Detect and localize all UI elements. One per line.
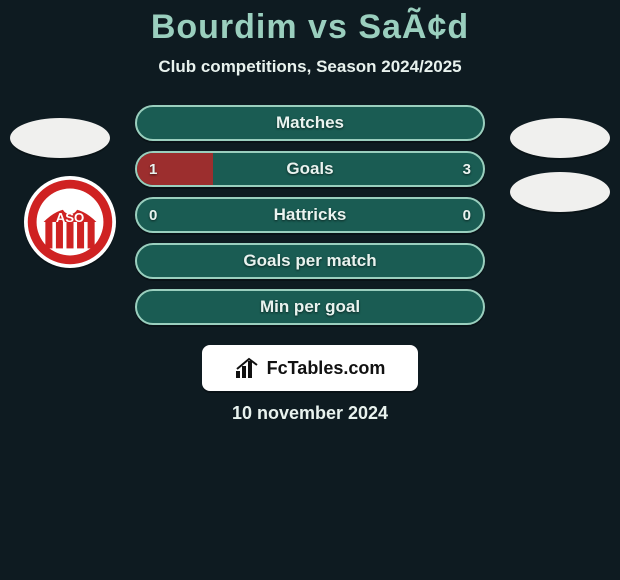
svg-text:ASO: ASO (56, 210, 85, 225)
brand-text: FcTables.com (267, 358, 386, 379)
footer-date: 10 november 2024 (0, 403, 620, 424)
comparison-page: Bourdim vs SaÃ¢d Club competitions, Seas… (0, 0, 620, 580)
page-subtitle: Club competitions, Season 2024/2025 (0, 57, 620, 77)
stat-bars: Matches 1 Goals 3 0 Hattricks 0 Goals pe… (135, 105, 485, 325)
brand-icon (235, 357, 261, 379)
stat-left-value: 1 (137, 153, 169, 185)
stat-bar-goals: 1 Goals 3 (135, 151, 485, 187)
stat-right-value (459, 245, 483, 277)
stat-label: Goals per match (137, 245, 483, 277)
stat-right-value (459, 291, 483, 323)
club-crest-icon: ASO (26, 178, 114, 266)
stat-right-value (459, 107, 483, 139)
stat-left-value (137, 245, 161, 277)
player-right-placeholder (510, 118, 610, 158)
stat-left-value (137, 107, 161, 139)
stat-left-value (137, 291, 161, 323)
player-left-club-crest: ASO (24, 176, 116, 268)
stat-bar-goals-per-match: Goals per match (135, 243, 485, 279)
stat-label: Min per goal (137, 291, 483, 323)
stat-label: Hattricks (137, 199, 483, 231)
stat-right-value: 3 (451, 153, 483, 185)
stat-right-value: 0 (451, 199, 483, 231)
player-right-club-placeholder (510, 172, 610, 212)
brand-badge[interactable]: FcTables.com (202, 345, 418, 391)
stat-bar-matches: Matches (135, 105, 485, 141)
stat-bar-hattricks: 0 Hattricks 0 (135, 197, 485, 233)
player-left-placeholder (10, 118, 110, 158)
page-title: Bourdim vs SaÃ¢d (0, 8, 620, 47)
stat-left-value: 0 (137, 199, 169, 231)
stat-bar-min-per-goal: Min per goal (135, 289, 485, 325)
stat-label: Matches (137, 107, 483, 139)
